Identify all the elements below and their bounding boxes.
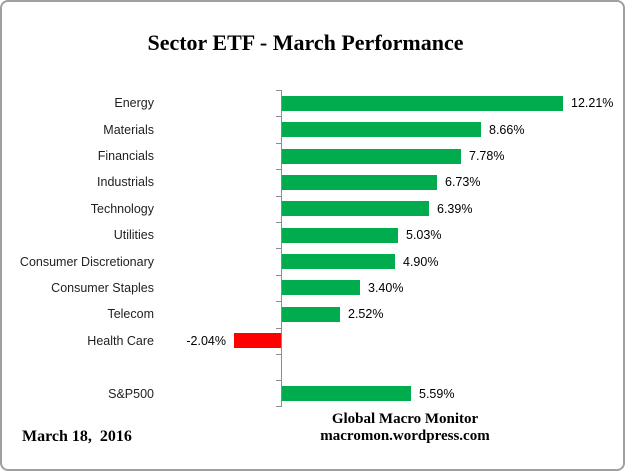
value-label: 4.90% <box>403 255 439 269</box>
attribution: Global Macro Monitor macromon.wordpress.… <box>284 411 526 445</box>
axis-tick <box>276 116 282 117</box>
category-label: Telecom <box>107 307 154 321</box>
category-label: Health Care <box>87 334 154 348</box>
axis-tick <box>276 143 282 144</box>
category-label: Consumer Staples <box>51 281 154 295</box>
bar <box>282 386 411 401</box>
bar <box>282 254 395 269</box>
axis-tick <box>276 380 282 381</box>
attribution-url: macromon.wordpress.com <box>320 428 490 444</box>
category-label: Utilities <box>113 228 154 242</box>
category-label: Energy <box>114 96 154 110</box>
value-label: 5.59% <box>419 387 455 401</box>
axis-tick <box>276 275 282 276</box>
value-label: 5.03% <box>406 228 442 242</box>
category-label: S&P500 <box>108 387 154 401</box>
value-label: -2.04% <box>186 334 226 348</box>
axis-tick <box>276 90 282 91</box>
axis-tick <box>276 354 282 355</box>
axis-tick <box>276 196 282 197</box>
bar <box>282 307 340 322</box>
value-label: 2.52% <box>348 307 384 321</box>
date-label: March 18, 2016 <box>22 428 132 445</box>
bar <box>282 175 437 190</box>
bar <box>282 228 398 243</box>
bar <box>282 122 481 137</box>
axis-tick <box>276 301 282 302</box>
category-axis-line <box>281 90 282 407</box>
attribution-source: Global Macro Monitor <box>331 411 479 427</box>
axis-tick <box>276 406 282 407</box>
category-label: Consumer Discretionary <box>19 255 154 269</box>
axis-tick <box>276 248 282 249</box>
axis-tick <box>276 222 282 223</box>
axis-tick <box>276 169 282 170</box>
bar <box>282 201 429 216</box>
value-label: 3.40% <box>368 281 404 295</box>
value-label: 12.21% <box>571 96 614 110</box>
chart-title: Sector ETF - March Performance <box>147 30 464 55</box>
category-label: Materials <box>103 123 154 137</box>
bar <box>282 96 563 111</box>
category-label: Financials <box>97 149 154 163</box>
category-label: Technology <box>90 202 154 216</box>
value-label: 6.73% <box>445 175 481 189</box>
bar <box>234 333 281 348</box>
bar <box>282 280 360 295</box>
value-label: 7.78% <box>469 149 505 163</box>
bar <box>282 149 461 164</box>
axis-tick <box>276 328 282 329</box>
category-label: Industrials <box>97 175 154 189</box>
plot-area: Energy 12.21% Materials 8.66% Financials 7.78… <box>2 90 623 407</box>
value-label: 8.66% <box>489 123 525 137</box>
value-label: 6.39% <box>437 202 473 216</box>
